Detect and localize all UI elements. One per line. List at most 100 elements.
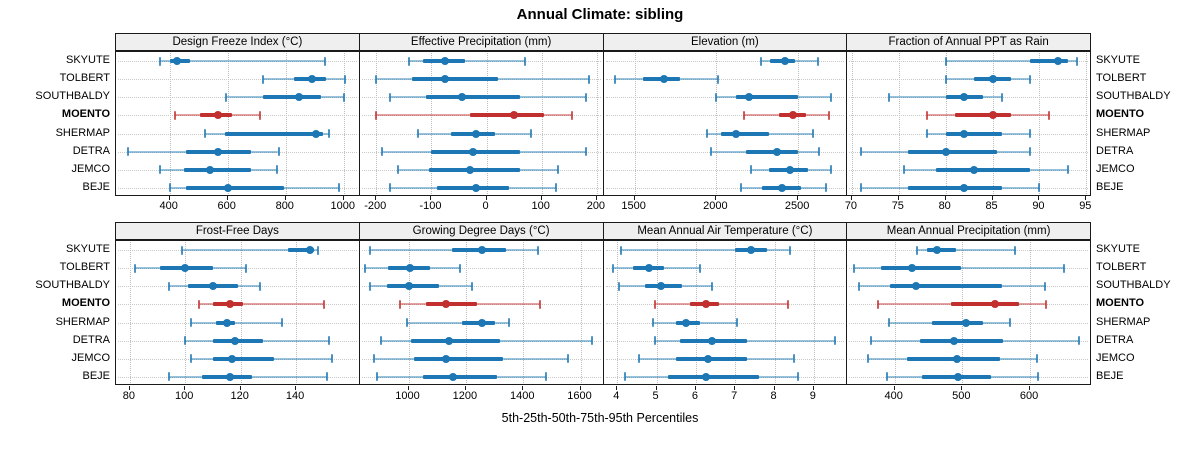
percentile-end-tick	[459, 263, 462, 273]
axis-tick-label: 400	[159, 200, 178, 212]
axis-tick-label: 1000	[395, 390, 420, 402]
percentile-end-tick	[705, 129, 708, 139]
median-dot	[213, 147, 222, 156]
bar-25th-75th	[425, 302, 478, 307]
axis-tick-label: 70	[844, 200, 858, 212]
percentile-end-tick	[342, 92, 345, 102]
gridline-horizontal	[361, 268, 601, 270]
percentile-end-tick	[277, 147, 280, 157]
site-label-left: MOENTO	[61, 297, 110, 310]
percentile-end-tick	[1014, 245, 1017, 255]
whisker-5th-95th	[945, 60, 1077, 63]
gridline-vertical	[580, 242, 582, 383]
gridline-vertical	[898, 53, 900, 194]
percentile-end-tick	[902, 165, 905, 175]
percentile-end-tick	[331, 354, 334, 364]
axis-tick-label: 95	[1079, 200, 1092, 212]
axis-tick	[239, 386, 241, 390]
bar-25th-75th	[881, 266, 961, 271]
percentile-end-tick	[158, 165, 161, 175]
median-dot	[471, 183, 480, 192]
gridline-vertical	[617, 242, 619, 383]
axis-tick	[797, 196, 799, 200]
gridline-vertical	[296, 242, 298, 383]
median-dot	[441, 57, 450, 66]
site-label-left: SOUTHBALDY	[35, 90, 110, 103]
gridline-horizontal	[118, 79, 357, 81]
gridline-horizontal	[118, 97, 357, 99]
bar-25th-75th	[889, 284, 1002, 289]
percentile-end-tick	[1029, 129, 1032, 139]
site-label-right: DETRA	[1096, 144, 1134, 157]
median-dot	[172, 57, 181, 66]
panel-0-0	[115, 51, 360, 196]
panel-0-3	[846, 51, 1091, 196]
percentile-end-tick	[1044, 299, 1047, 309]
percentile-end-tick	[524, 56, 527, 66]
panel-strip: Growing Degree Days (°C)	[358, 222, 604, 240]
site-label-right: SHERMAP	[1096, 126, 1151, 139]
median-dot	[785, 165, 794, 174]
axis-tick-label: 1400	[509, 390, 535, 402]
axis-tick	[579, 386, 581, 390]
median-dot	[777, 183, 786, 192]
percentile-end-tick	[620, 245, 623, 255]
gridline-horizontal	[605, 169, 845, 171]
median-dot	[682, 318, 691, 327]
percentile-end-tick	[1077, 336, 1080, 346]
median-dot	[953, 372, 962, 381]
panel-1-2	[602, 240, 848, 385]
median-dot	[305, 246, 314, 255]
percentile-end-tick	[470, 281, 473, 291]
axis-tick-label: 400	[884, 390, 903, 402]
percentile-end-tick	[344, 74, 347, 84]
bar-25th-75th	[262, 95, 321, 100]
axis-tick	[773, 386, 775, 390]
median-dot	[960, 183, 969, 192]
percentile-end-tick	[653, 336, 656, 346]
percentile-end-tick	[915, 245, 918, 255]
percentile-end-tick	[375, 110, 378, 120]
median-dot	[660, 75, 669, 84]
percentile-end-tick	[245, 263, 248, 273]
median-dot	[772, 147, 781, 156]
axis-tick-label: 1600	[567, 390, 592, 402]
median-dot	[213, 111, 222, 120]
percentile-end-tick	[618, 281, 621, 291]
gridline-vertical	[541, 53, 543, 194]
gridline-horizontal	[605, 187, 845, 189]
percentile-end-tick	[828, 110, 831, 120]
percentile-end-tick	[653, 299, 656, 309]
site-label-right: SKYUTE	[1096, 243, 1141, 256]
axis-tick-label: 2500	[784, 200, 810, 212]
panel-strip: Elevation (m)	[602, 33, 848, 51]
median-dot	[222, 318, 231, 327]
site-label-left: TOLBERT	[59, 261, 110, 274]
median-dot	[941, 147, 950, 156]
gridline-vertical	[945, 53, 947, 194]
percentile-end-tick	[158, 56, 161, 66]
site-label-left: BEJE	[82, 180, 110, 193]
gridline-horizontal	[361, 61, 601, 63]
axis-tick	[295, 386, 297, 390]
percentile-end-tick	[375, 74, 378, 84]
site-label-left: JEMCO	[71, 351, 111, 364]
percentile-end-tick	[818, 147, 821, 157]
bar-25th-75th	[945, 131, 1002, 136]
site-label-left: SHERMAP	[55, 126, 110, 139]
axis-tick	[1038, 196, 1040, 200]
gridline-horizontal	[605, 268, 845, 270]
gridline-vertical	[486, 53, 488, 194]
percentile-end-tick	[167, 372, 170, 382]
gridline-vertical	[813, 242, 815, 383]
gridline-vertical	[851, 53, 853, 194]
percentile-end-tick	[126, 147, 129, 157]
axis-tick	[522, 386, 524, 390]
gridline-vertical	[185, 242, 187, 383]
median-dot	[960, 93, 969, 102]
percentile-end-tick	[259, 281, 262, 291]
bar-25th-75th	[931, 320, 983, 325]
percentile-end-tick	[858, 281, 861, 291]
median-dot	[907, 264, 916, 273]
panel-strip-title: Mean Annual Air Temperature (°C)	[637, 225, 813, 237]
